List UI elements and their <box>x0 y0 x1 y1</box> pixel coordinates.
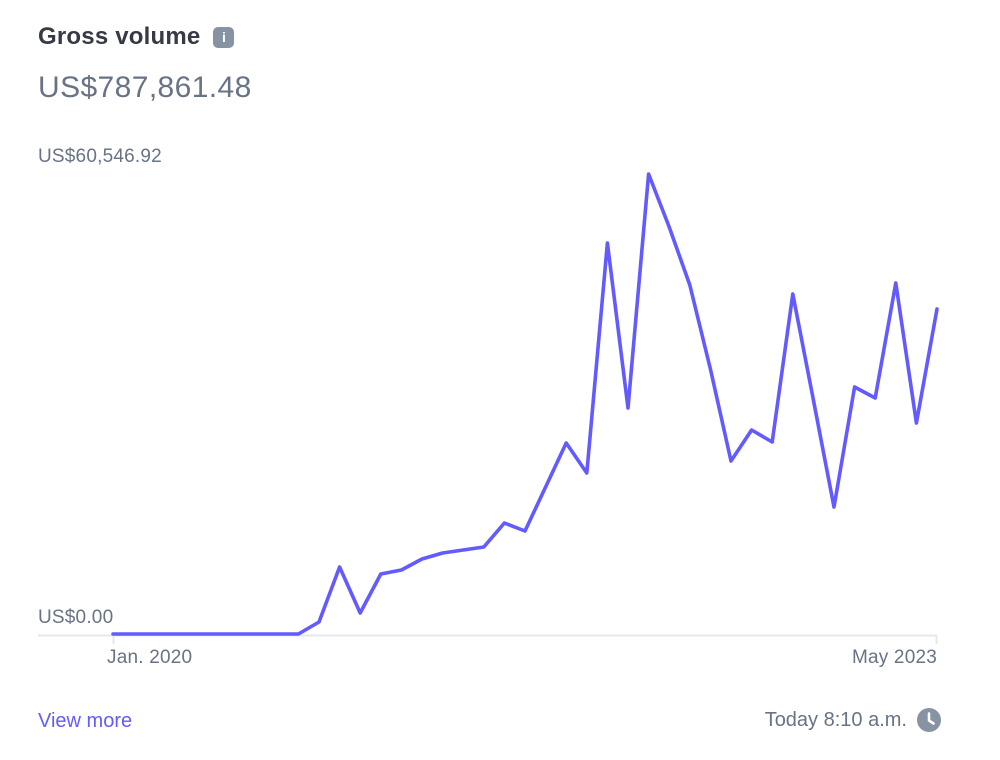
page-title: Gross volume <box>38 23 201 50</box>
footer-timestamp-group: Today 8:10 a.m. <box>765 706 941 734</box>
info-icon[interactable]: i <box>213 26 235 48</box>
y-axis-max-label: US$60,546.92 <box>38 146 162 167</box>
volume-line <box>111 172 939 636</box>
y-axis-min-label: US$0.00 <box>38 607 114 628</box>
view-more-link[interactable]: View more <box>38 710 133 732</box>
x-axis-end-label: May 2023 <box>851 647 937 668</box>
gross-volume-total: US$787,861.48 <box>38 71 252 104</box>
timestamp: Today 8:10 a.m. <box>764 709 907 731</box>
widget-header: Gross volume i <box>38 22 235 52</box>
x-axis-start-label: Jan. 2020 <box>107 647 193 668</box>
clock-icon <box>917 708 941 732</box>
